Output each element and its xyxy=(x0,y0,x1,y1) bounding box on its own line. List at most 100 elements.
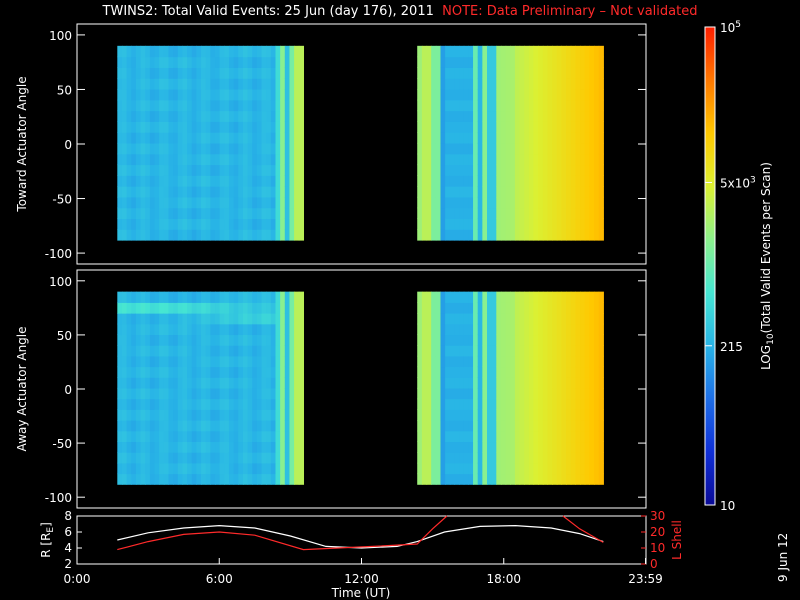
heatmap-cell xyxy=(126,355,132,368)
heatmap-cell xyxy=(468,175,474,187)
heatmap-cell xyxy=(426,473,432,485)
heatmap-cell xyxy=(233,121,239,133)
heatmap-cell xyxy=(270,207,277,220)
heatmap-cell xyxy=(238,110,244,122)
heatmap-cell xyxy=(459,345,465,357)
heatmap-cell xyxy=(247,377,253,389)
heatmap-cell xyxy=(275,175,281,187)
heatmap-cell xyxy=(191,99,198,112)
heatmap-cell xyxy=(126,207,132,220)
heatmap-cell xyxy=(196,355,202,368)
heatmap-cell xyxy=(121,110,128,122)
heatmap-cell xyxy=(159,313,165,325)
heatmap-cell xyxy=(182,366,188,378)
heatmap-cell xyxy=(500,121,507,133)
heatmap-cell xyxy=(500,175,507,187)
heatmap-cell xyxy=(196,88,202,101)
heatmap-cell xyxy=(533,473,539,485)
orbit-right-tick-label: 30 xyxy=(650,509,665,523)
heatmap-cell xyxy=(238,302,244,314)
heatmap-cell xyxy=(159,473,165,485)
heatmap-cell xyxy=(177,355,184,368)
heatmap-cell xyxy=(233,420,239,432)
heatmap-cell xyxy=(126,377,132,389)
heatmap-cell xyxy=(556,196,563,209)
heatmap-cell xyxy=(417,153,423,166)
y-tick-label: 0 xyxy=(64,383,72,397)
heatmap-cell xyxy=(238,355,244,368)
heatmap-cell xyxy=(210,153,216,166)
heatmap-cell xyxy=(510,345,516,357)
heatmap-cell xyxy=(556,291,563,303)
heatmap-cell xyxy=(556,153,563,166)
heatmap-cell xyxy=(280,218,286,230)
heatmap-cell xyxy=(215,291,221,303)
heatmap-cell xyxy=(280,345,286,357)
heatmap-cell xyxy=(500,56,507,68)
heatmap-cell xyxy=(589,420,595,432)
heatmap-cell xyxy=(570,377,577,389)
heatmap-cell xyxy=(575,409,581,421)
heatmap-cell xyxy=(482,323,488,336)
heatmap-cell xyxy=(149,377,156,389)
heatmap-cell xyxy=(270,67,277,79)
heatmap-cell xyxy=(417,218,423,230)
heatmap-cell xyxy=(524,409,530,421)
heatmap-cell xyxy=(514,132,521,144)
heatmap-cell xyxy=(210,366,216,378)
heatmap-cell xyxy=(575,334,581,346)
heatmap-cell xyxy=(426,99,432,112)
heatmap-cell xyxy=(173,452,179,464)
heatmap-cell xyxy=(117,186,123,198)
heatmap-cell xyxy=(449,313,456,325)
heatmap-cell xyxy=(524,78,530,90)
heatmap-cell xyxy=(561,142,567,155)
heatmap-cell xyxy=(570,186,577,198)
heatmap-cell xyxy=(233,142,239,155)
heatmap-cell xyxy=(196,196,202,209)
heatmap-cell xyxy=(598,56,604,68)
heatmap-cell xyxy=(252,45,258,58)
heatmap-cell xyxy=(580,186,586,198)
heatmap-cell xyxy=(247,473,253,485)
heatmap-cell xyxy=(215,99,221,112)
heatmap-cell xyxy=(280,420,286,432)
heatmap-cell xyxy=(298,441,305,453)
heatmap-cell xyxy=(584,398,590,410)
heatmap-cell xyxy=(561,441,567,453)
heatmap-cell xyxy=(417,175,423,187)
x-axis-label: Time (UT) xyxy=(331,586,391,600)
heatmap-cell xyxy=(431,398,437,410)
heatmap-cell xyxy=(440,56,446,68)
heatmap-cell xyxy=(163,164,170,176)
heatmap-cell xyxy=(154,175,160,187)
heatmap-cell xyxy=(440,462,446,475)
heatmap-cell xyxy=(191,153,198,166)
heatmap-cell xyxy=(510,441,516,453)
heatmap-cell xyxy=(487,132,493,144)
heatmap-cell xyxy=(149,56,156,68)
heatmap-cell xyxy=(487,218,493,230)
heatmap-cell xyxy=(233,334,239,346)
heatmap-cell xyxy=(440,218,446,230)
heatmap-cell xyxy=(589,142,595,155)
heatmap-cell xyxy=(177,175,184,187)
heatmap-cell xyxy=(435,452,442,464)
heatmap-cell xyxy=(228,121,235,133)
heatmap-cell xyxy=(440,164,446,176)
heatmap-cell xyxy=(510,99,516,112)
heatmap-cell xyxy=(154,291,160,303)
heatmap-cell xyxy=(261,175,267,187)
heatmap-cell xyxy=(191,207,198,220)
heatmap-cell xyxy=(238,121,244,133)
heatmap-cell xyxy=(177,462,184,475)
heatmap-cell xyxy=(173,345,179,357)
heatmap-cell xyxy=(598,345,604,357)
heatmap-cell xyxy=(556,99,563,112)
heatmap-cell xyxy=(205,366,211,378)
heatmap-cell xyxy=(135,441,142,453)
heatmap-cell xyxy=(191,355,198,368)
heatmap-cell xyxy=(477,78,483,90)
heatmap-cell xyxy=(575,121,581,133)
